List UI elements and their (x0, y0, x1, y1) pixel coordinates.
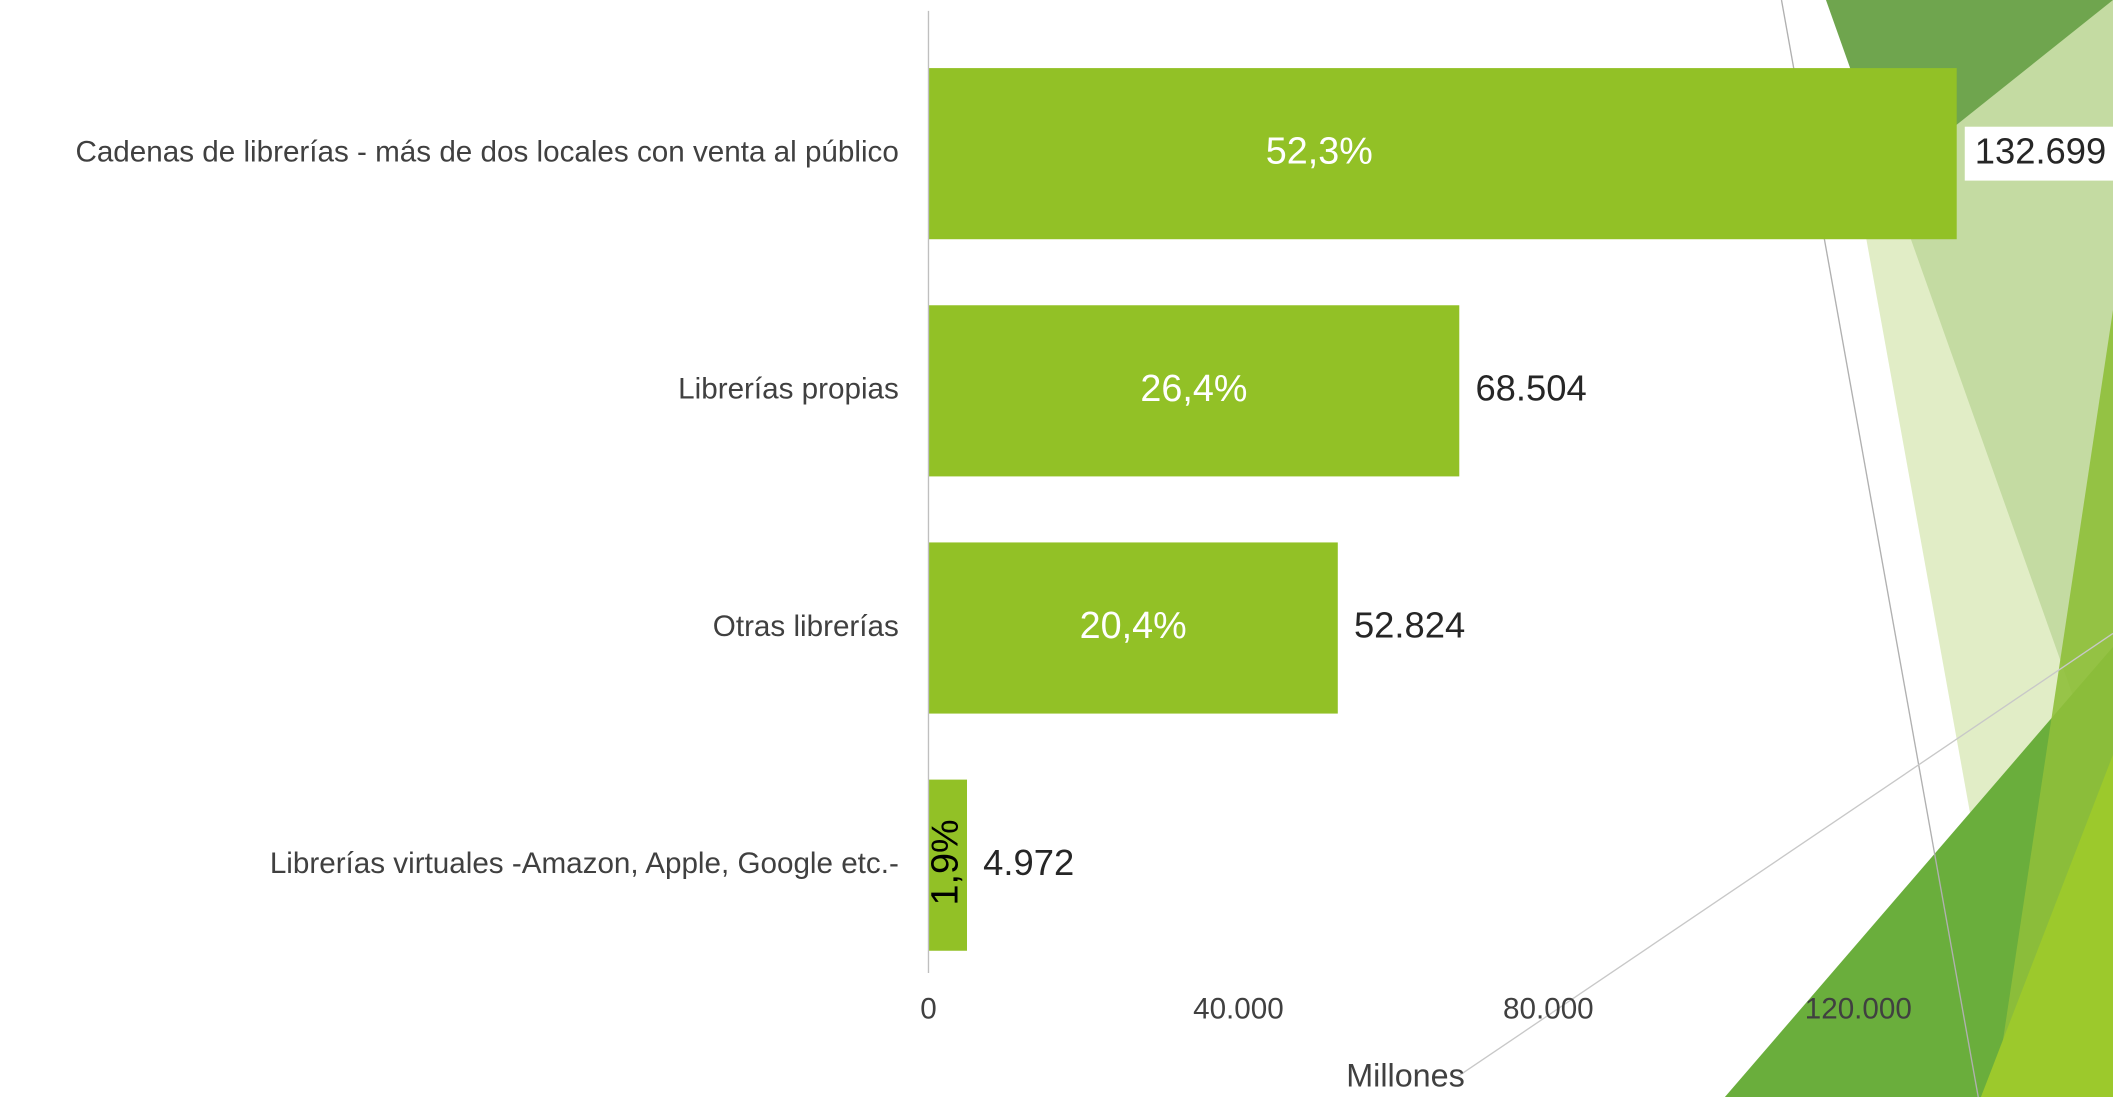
x-tick-label: 120.000 (1805, 993, 1912, 1026)
category-label: Librerías propias (678, 373, 899, 406)
bar (928, 305, 1460, 477)
share-label: 1,9% (923, 819, 965, 905)
x-tick-label: 0 (920, 993, 936, 1026)
value-label: 52.824 (1354, 605, 1465, 646)
plot-area: 0 40.000 80.000 120.000 Cadenas de librerías… (75, 10, 2113, 1026)
x-tick-label: 40.000 (1193, 993, 1284, 1026)
share-label: 26,4% (1140, 367, 1247, 409)
bar (928, 779, 968, 951)
bar (928, 542, 1338, 714)
decor-line (1455, 632, 2113, 1079)
category-label: Otras librerías (713, 610, 899, 643)
x-axis-title: Millones (1346, 1058, 1465, 1094)
decoration (1455, 0, 2113, 1097)
x-tick-label: 80.000 (1503, 993, 1594, 1026)
share-label: 20,4% (1080, 604, 1187, 646)
share-label: 52,3% (1266, 130, 1373, 172)
value-label: 4.972 (983, 842, 1074, 883)
value-label: 132.699 (1975, 130, 2107, 171)
category-label: Cadenas de librerías - más de dos locale… (75, 135, 898, 168)
category-label: Librerías virtuales -Amazon, Apple, Goog… (270, 847, 899, 880)
value-label: 68.504 (1475, 367, 1586, 408)
decor-triangle (1980, 754, 2113, 1097)
value-label-bg (1964, 126, 2113, 181)
bar (928, 68, 1957, 240)
